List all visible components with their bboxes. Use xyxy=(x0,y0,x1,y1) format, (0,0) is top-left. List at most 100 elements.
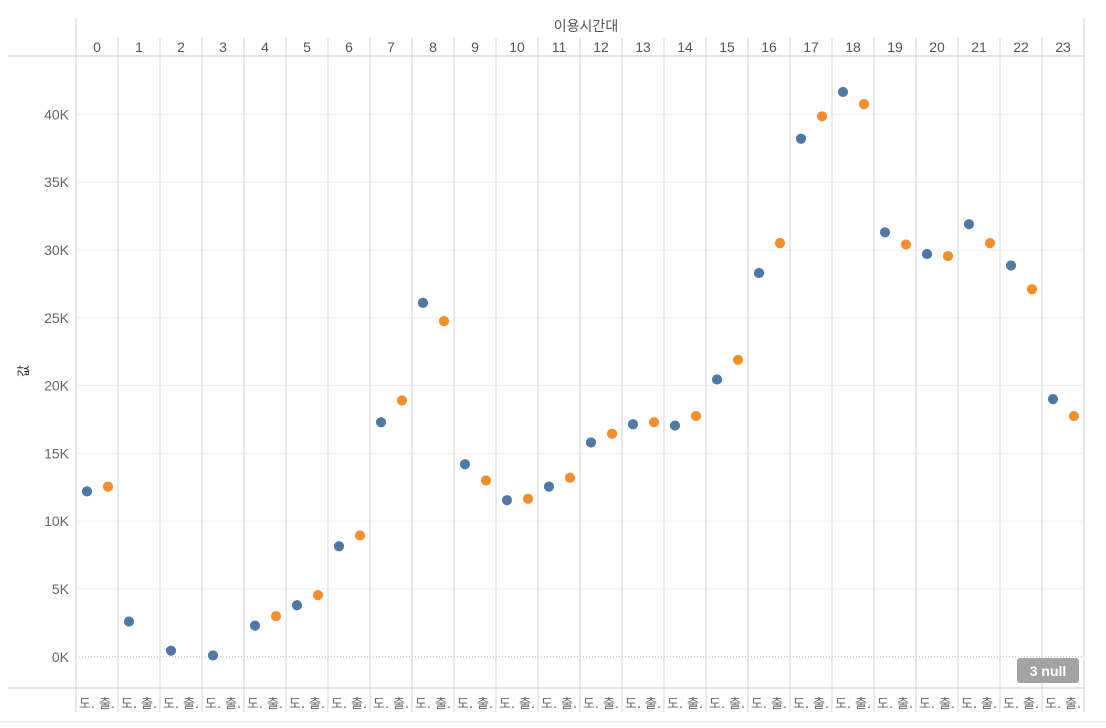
hour-label: 10 xyxy=(509,39,525,55)
subcategory-label: 출. xyxy=(435,697,451,712)
data-point[interactable] xyxy=(984,237,996,250)
data-point[interactable] xyxy=(564,471,576,484)
subcategory-label: 출. xyxy=(309,697,325,712)
subcategory-label: 출. xyxy=(897,697,913,712)
hour-label: 7 xyxy=(387,39,395,55)
null-indicator-text: 3 null xyxy=(1030,663,1067,679)
subcategory-label: 출. xyxy=(225,697,241,712)
subcategory-label: 도. xyxy=(163,697,179,712)
column-header-title: 이용시간대 xyxy=(554,18,618,34)
data-point[interactable] xyxy=(858,98,870,111)
subcategory-label: 도. xyxy=(583,697,599,712)
data-point[interactable] xyxy=(123,615,135,628)
hour-label: 9 xyxy=(471,39,479,55)
subcategory-label: 출. xyxy=(939,697,955,712)
data-point[interactable] xyxy=(711,373,723,386)
data-point[interactable] xyxy=(1047,393,1059,406)
subcategory-label: 도. xyxy=(415,697,431,712)
data-point[interactable] xyxy=(480,474,492,487)
hour-label: 19 xyxy=(887,39,903,55)
data-point[interactable] xyxy=(795,132,807,145)
data-point[interactable] xyxy=(963,218,975,231)
hour-label: 12 xyxy=(593,39,609,55)
data-point[interactable] xyxy=(732,353,744,366)
y-tick-label: 40K xyxy=(44,106,70,122)
data-point[interactable] xyxy=(1026,283,1038,296)
data-point[interactable] xyxy=(417,296,429,309)
data-point[interactable] xyxy=(522,492,534,505)
subcategory-label: 도. xyxy=(457,697,473,712)
subcategory-label: 출. xyxy=(267,697,283,712)
subcategory-label: 도. xyxy=(121,697,137,712)
subcategory-label: 도. xyxy=(919,697,935,712)
hour-label: 8 xyxy=(429,39,437,55)
subcategory-label: 출. xyxy=(393,697,409,712)
data-point[interactable] xyxy=(837,86,849,98)
hour-label: 18 xyxy=(845,39,861,55)
data-point[interactable] xyxy=(900,238,912,251)
data-point[interactable] xyxy=(774,237,786,250)
hour-label: 0 xyxy=(93,39,101,55)
data-point[interactable] xyxy=(375,416,387,429)
hour-label: 20 xyxy=(929,39,945,55)
data-point[interactable] xyxy=(942,250,954,262)
data-point[interactable] xyxy=(207,649,219,662)
data-point[interactable] xyxy=(1005,259,1017,272)
data-point[interactable] xyxy=(648,416,660,429)
y-tick-label: 15K xyxy=(44,445,70,461)
data-point[interactable] xyxy=(501,494,513,507)
hour-label: 3 xyxy=(219,39,227,55)
hour-label: 4 xyxy=(261,39,269,55)
data-point[interactable] xyxy=(879,226,891,239)
data-point[interactable] xyxy=(543,480,555,493)
y-tick-label: 20K xyxy=(44,378,70,394)
data-point[interactable] xyxy=(354,529,366,542)
subcategory-label: 출. xyxy=(645,697,661,712)
subcategory-label: 도. xyxy=(1003,697,1019,712)
data-point[interactable] xyxy=(312,589,324,601)
data-point[interactable] xyxy=(606,427,618,440)
data-point[interactable] xyxy=(690,410,702,422)
data-point[interactable] xyxy=(102,480,114,493)
data-point[interactable] xyxy=(585,436,597,449)
subcategory-label: 출. xyxy=(981,697,997,712)
null-indicator[interactable]: 3 null xyxy=(1017,658,1079,683)
frame-layer xyxy=(0,55,1106,723)
subcategory-label: 출. xyxy=(729,697,745,712)
subcategory-label: 도. xyxy=(205,697,221,712)
y-tick-label: 35K xyxy=(44,174,70,190)
subcategory-label: 도. xyxy=(961,697,977,712)
data-point[interactable] xyxy=(816,110,828,123)
hour-label: 1 xyxy=(135,39,143,55)
subcategory-label: 도. xyxy=(331,697,347,712)
subcategory-label: 도. xyxy=(79,697,95,712)
data-point[interactable] xyxy=(270,610,282,623)
data-point[interactable] xyxy=(627,418,639,431)
grid-layer xyxy=(75,18,1085,712)
hour-label: 11 xyxy=(552,39,567,55)
data-point[interactable] xyxy=(291,599,303,612)
data-point[interactable] xyxy=(921,248,933,260)
subcategory-label: 출. xyxy=(603,697,619,712)
subcategory-label: 출. xyxy=(99,697,115,712)
y-tick-label: 30K xyxy=(44,242,70,258)
hour-label: 21 xyxy=(971,39,987,55)
data-point[interactable] xyxy=(753,267,765,279)
data-point[interactable] xyxy=(459,458,471,471)
data-point[interactable] xyxy=(249,619,261,632)
subcategory-label: 도. xyxy=(835,697,851,712)
data-point[interactable] xyxy=(438,315,450,328)
subcategory-label: 도. xyxy=(625,697,641,712)
data-point[interactable] xyxy=(396,394,408,407)
hour-label: 6 xyxy=(345,39,353,55)
data-point[interactable] xyxy=(669,419,681,432)
data-point[interactable] xyxy=(333,540,345,553)
data-point[interactable] xyxy=(1068,410,1080,422)
y-tick-label: 10K xyxy=(44,513,70,529)
data-point[interactable] xyxy=(81,485,93,498)
data-point[interactable] xyxy=(165,644,177,657)
hour-label: 23 xyxy=(1055,39,1071,55)
data-marks xyxy=(81,86,1080,662)
subcategory-label: 도. xyxy=(373,697,389,712)
